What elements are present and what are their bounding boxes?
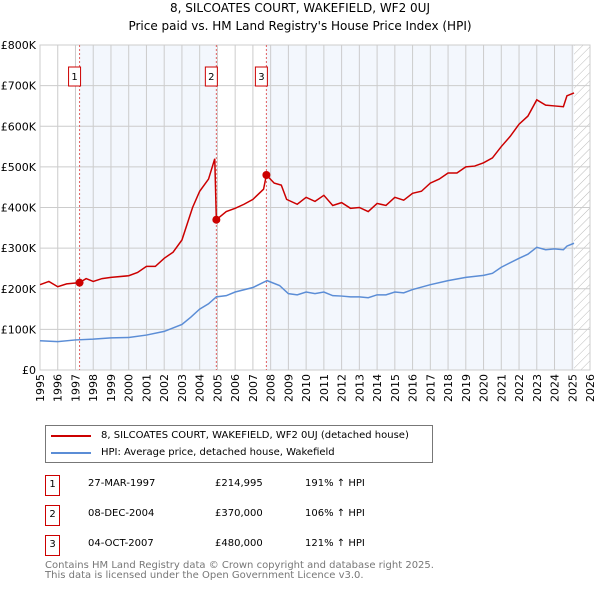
footer-copyright: Contains HM Land Registry data © Crown c… — [45, 560, 434, 571]
sale-point — [212, 215, 221, 224]
sale-marker-box — [254, 66, 268, 87]
y-tick-label: £200K — [1, 283, 37, 296]
sale-number-badge: 2 — [45, 505, 60, 526]
legend-label: 8, SILCOATES COURT, WAKEFIELD, WF2 0UJ (… — [101, 430, 409, 441]
legend: 8, SILCOATES COURT, WAKEFIELD, WF2 0UJ (… — [45, 425, 433, 463]
legend-label: HPI: Average price, detached house, Wake… — [101, 447, 335, 458]
sale-price: £480,000 — [215, 538, 263, 549]
sale-marker-label: 3 — [258, 72, 264, 83]
x-tick-label: 2001 — [140, 374, 153, 402]
sale-hpi-change: 191% ↑ HPI — [305, 478, 365, 489]
x-tick-label: 2002 — [158, 374, 171, 402]
sale-number-badge: 1 — [45, 475, 60, 496]
sale-hpi-change: 121% ↑ HPI — [305, 538, 365, 549]
legend-item-property: 8, SILCOATES COURT, WAKEFIELD, WF2 0UJ (… — [51, 430, 409, 441]
legend-swatch-blue — [51, 451, 91, 454]
y-tick-label: £300K — [1, 242, 37, 255]
sale-marker-label: 2 — [208, 72, 214, 83]
plot-frame — [39, 44, 591, 371]
x-tick-label: 1996 — [52, 374, 65, 402]
sale-date: 08-DEC-2004 — [88, 508, 155, 519]
y-tick-label: £600K — [1, 120, 37, 133]
sale-number-badge: 3 — [45, 535, 60, 556]
x-tick-label: 2025 — [566, 374, 579, 402]
chart-title: 8, SILCOATES COURT, WAKEFIELD, WF2 0UJ — [170, 1, 430, 15]
x-tick-label: 2011 — [318, 374, 331, 402]
sale-hpi-change: 106% ↑ HPI — [305, 508, 365, 519]
x-tick-label: 1998 — [87, 374, 100, 402]
x-tick-label: 2007 — [247, 374, 260, 402]
legend-item-hpi: HPI: Average price, detached house, Wake… — [51, 447, 335, 458]
sale-date: 04-OCT-2007 — [88, 538, 154, 549]
y-tick-label: £0 — [22, 364, 36, 377]
x-tick-label: 2006 — [229, 374, 242, 402]
sale-price: £370,000 — [215, 508, 263, 519]
x-tick-label: 2014 — [371, 374, 384, 402]
sale-marker-box — [68, 66, 82, 87]
y-tick-label: £400K — [1, 202, 37, 215]
x-tick-label: 2013 — [353, 374, 366, 402]
legend-swatch-red — [51, 434, 91, 437]
x-tick-label: 1999 — [105, 374, 118, 402]
y-tick-label: £700K — [1, 80, 37, 93]
x-tick-label: 1997 — [69, 374, 82, 402]
sale-marker-label: 1 — [71, 72, 77, 83]
sale-marker-box — [204, 66, 218, 87]
x-tick-label: 2026 — [584, 374, 597, 402]
x-tick-label: 2012 — [336, 374, 349, 402]
x-tick-label: 2005 — [211, 374, 224, 402]
x-tick-label: 2017 — [424, 374, 437, 402]
hpi-line — [39, 242, 575, 343]
x-tick-label: 2021 — [495, 374, 508, 402]
sale-date: 27-MAR-1997 — [88, 478, 156, 489]
plot-area: 1995 1996 1997 1998 1999 2000 2001 2002 2003 2004… — [1, 39, 597, 402]
y-tick-label: £800K — [1, 39, 37, 52]
y-tick-label: £100K — [1, 323, 37, 336]
x-tick-label: 2000 — [123, 374, 136, 402]
x-tick-label: 2020 — [478, 374, 491, 402]
x-tick-label: 2010 — [300, 374, 313, 402]
x-tick-label: 2022 — [513, 374, 526, 402]
y-tick-label: £500K — [1, 161, 37, 174]
x-tick-label: 2003 — [176, 374, 189, 402]
chart-subtitle: Price paid vs. HM Land Registry's House … — [128, 19, 472, 33]
x-tick-label: 2009 — [282, 374, 295, 402]
x-tick-label: 1995 — [34, 374, 47, 402]
x-tick-label: 2008 — [265, 374, 278, 402]
x-tick-label: 2004 — [194, 374, 207, 402]
sale-price: £214,995 — [215, 478, 263, 489]
sale-point — [75, 278, 84, 287]
x-tick-label: 2016 — [407, 374, 420, 402]
sale-point — [262, 171, 271, 179]
x-tick-label: 2018 — [442, 374, 455, 402]
x-tick-label: 2024 — [549, 374, 562, 402]
x-tick-label: 2015 — [389, 374, 402, 402]
x-tick-label: 2023 — [531, 374, 544, 402]
footer-licence: This data is licensed under the Open Gov… — [45, 570, 364, 581]
x-tick-label: 2019 — [460, 374, 473, 402]
property-price-line — [39, 92, 575, 288]
